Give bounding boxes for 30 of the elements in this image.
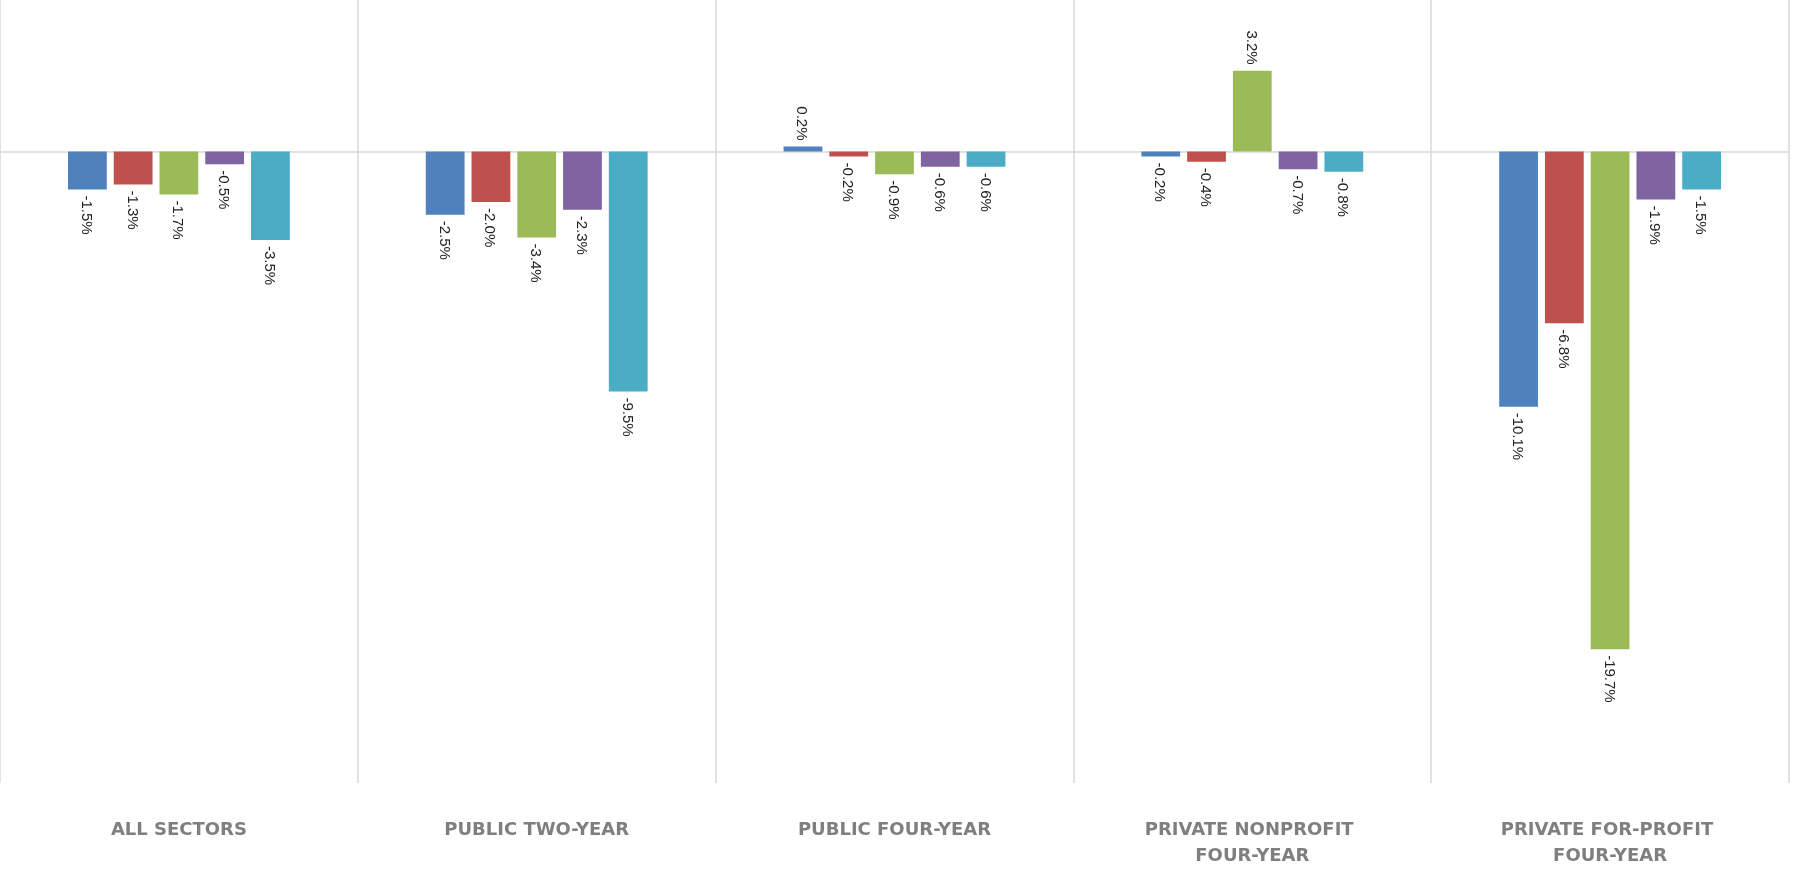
data-label: -0.5% bbox=[216, 170, 234, 210]
data-label: -9.5% bbox=[619, 397, 637, 437]
data-label: -1.7% bbox=[170, 200, 188, 240]
data-label: -1.3% bbox=[124, 190, 142, 230]
x-tick-label: PRIVATE NONPROFIT FOUR-YEAR bbox=[1144, 817, 1360, 865]
data-label: -2.0% bbox=[482, 208, 500, 248]
data-label: -2.5% bbox=[436, 220, 454, 260]
data-label: -0.2% bbox=[1152, 162, 1170, 202]
data-label: -1.5% bbox=[78, 195, 96, 235]
data-label: -6.8% bbox=[1555, 329, 1573, 369]
data-label: -10.1% bbox=[1510, 412, 1528, 461]
data-label: -0.8% bbox=[1335, 177, 1353, 217]
data-label: -1.9% bbox=[1647, 205, 1665, 245]
data-label: -2.3% bbox=[573, 215, 591, 255]
x-tick-label: PUBLIC FOUR-YEAR bbox=[797, 817, 992, 839]
data-label: -3.4% bbox=[528, 243, 546, 283]
data-label: -1.5% bbox=[1693, 195, 1711, 235]
data-label: 3.2% bbox=[1243, 30, 1261, 65]
data-label: -3.5% bbox=[261, 245, 279, 286]
data-label: -0.2% bbox=[840, 162, 858, 202]
data-label: 0.2% bbox=[794, 106, 812, 141]
x-tick-label: PUBLIC TWO-YEAR bbox=[444, 817, 630, 839]
data-label: -0.9% bbox=[886, 180, 903, 220]
data-label: -0.4% bbox=[1198, 167, 1216, 207]
x-tick-label: ALL SECTORS bbox=[110, 817, 247, 839]
data-label: -0.6% bbox=[931, 172, 949, 212]
data-label: -0.7% bbox=[1289, 175, 1307, 215]
x-tick-label: PRIVATE FOR-PROFIT FOUR-YEAR bbox=[1500, 817, 1720, 865]
data-label: -19.7% bbox=[1601, 655, 1619, 703]
data-label: -0.6% bbox=[977, 172, 995, 212]
